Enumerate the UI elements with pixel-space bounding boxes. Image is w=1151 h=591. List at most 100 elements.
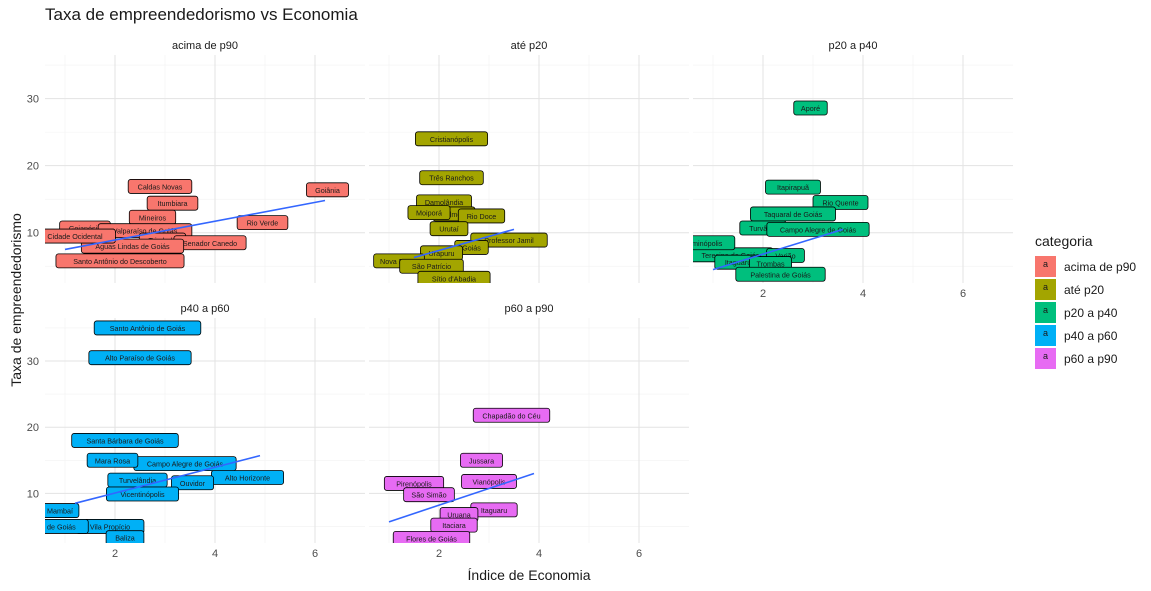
- data-label-box: [765, 179, 821, 195]
- legend-key-swatch: a: [1035, 302, 1056, 323]
- x-tick-label: 6: [312, 548, 318, 560]
- data-label-box: [236, 215, 289, 231]
- legend-key-glyph: a: [1042, 305, 1048, 315]
- legend-label: p40 a p60: [1064, 328, 1118, 343]
- data-label-box: [460, 452, 503, 468]
- legend-item-p60-a-p90: a p60 a p90: [1035, 347, 1136, 370]
- data-label-box: [812, 195, 869, 210]
- data-label-text: Ouvidor: [180, 479, 206, 488]
- data-label-santo-antonio-do-descoberto: Santo Antônio do Descoberto: [55, 253, 185, 269]
- trend-line: [413, 228, 515, 259]
- data-label-box: [45, 228, 116, 244]
- data-label-text: Flores de Goiás: [406, 534, 457, 543]
- data-label-text: Professor Jamil: [484, 236, 534, 245]
- data-label-box: [403, 487, 455, 503]
- data-label-box: [45, 519, 89, 534]
- data-label-text: Três Ranchos: [429, 174, 474, 183]
- data-label-text: Cristianópolis: [430, 135, 474, 144]
- data-label-goiania: Goiânia: [306, 182, 349, 198]
- data-label-text: São Patrício: [412, 262, 451, 271]
- panel-marks: Cristianópolis Três Ranchos Damolândia Palm…: [373, 131, 548, 283]
- data-label-text: Vicentinópolis: [120, 490, 165, 499]
- data-label-mara-rosa: Mara Rosa: [86, 452, 139, 468]
- facet-strip-label: p40 a p60: [181, 303, 230, 315]
- legend-key-glyph: a: [1042, 259, 1048, 269]
- panel-marks: Chapadão do Céu Jussara Pirenópolis Vianópo…: [383, 407, 551, 543]
- data-label-text: Itaguaru: [481, 506, 507, 515]
- x-tick-label: 4: [860, 288, 866, 300]
- data-label-campo-alegre-de-goias: Campo Alegre de Goiás: [133, 456, 237, 471]
- data-label-alto-horizonte: Alto Horizonte: [210, 470, 284, 485]
- data-label-itapirapua: Itapirapuã: [765, 179, 821, 195]
- data-label-box: [392, 530, 471, 543]
- data-label-text: Baliza: [115, 534, 135, 543]
- data-label-box: [71, 433, 179, 448]
- data-label-turvelandia: Turvelândia: [107, 472, 168, 488]
- legend-label: p60 a p90: [1064, 351, 1118, 366]
- x-tick-label: 4: [536, 548, 542, 560]
- data-label-text: Campo Alegre de Goiás: [147, 460, 224, 469]
- data-label-campo-alegre-de-goias: Campo Alegre de Goiás: [766, 221, 870, 237]
- data-label-text: Rio Doce: [467, 212, 497, 221]
- data-label-mineiros: Mineiros: [128, 209, 177, 225]
- x-tick-label: 2: [760, 288, 766, 300]
- legend-label: acima de p90: [1064, 259, 1137, 274]
- data-label-text: Cidade Ocidental: [47, 232, 103, 241]
- data-label-firminopolis: Firminópolis: [693, 235, 736, 251]
- panel-marks: Santo Antônio de Goiás Alto Paraíso de Go…: [24, 320, 284, 543]
- data-label-jussara: Jussara: [460, 452, 503, 468]
- data-label-santo-antonio-de-goias: Santo Antônio de Goiás: [93, 320, 202, 336]
- data-label-text: Santo Antônio de Goiás: [110, 324, 186, 333]
- data-label-moipora: Moiporá: [407, 205, 451, 220]
- data-label-sao-patricio: São Patrício: [399, 258, 464, 274]
- legend-key-swatch: a: [1035, 348, 1056, 369]
- x-tick-label: 6: [636, 548, 642, 560]
- trend-line: [74, 454, 261, 505]
- data-label-text: Jussara: [469, 456, 494, 465]
- data-label-text: Campo Alegre de Goiás: [780, 225, 857, 234]
- legend: categoria a acima de p90 a até p20 a p20 a p4…: [1035, 233, 1136, 370]
- legend-key-glyph: a: [1042, 282, 1048, 292]
- data-label-box: [419, 170, 484, 186]
- legend-item-ate-p20: a até p20: [1035, 278, 1136, 301]
- facet-strip-label: p20 a p40: [829, 40, 878, 52]
- data-label-box: [127, 179, 193, 194]
- data-label-rio-quente: Rio Quente: [812, 195, 869, 210]
- data-label-sitio-d-abadia: Sítio d'Abadia: [417, 270, 491, 283]
- trend-line: [388, 472, 535, 523]
- chart-title: Taxa de empreendedorismo vs Economia: [45, 5, 358, 24]
- data-label-text: Alegre de Goiás: [24, 522, 76, 531]
- data-label-box: [457, 208, 506, 224]
- data-label-box: [88, 350, 192, 366]
- panel-acima-de-p90: acima de p90 10 20 30 Goiânia Caldas Novas Itu…: [27, 40, 365, 283]
- data-label-caldas-novas: Caldas Novas: [127, 179, 193, 194]
- y-tick-label: 20: [27, 161, 39, 173]
- data-label-text: Urutaí: [439, 225, 459, 234]
- legend-item-p20-a-p40: a p20 a p40: [1035, 301, 1136, 324]
- data-label-text: São Simão: [411, 491, 446, 500]
- data-label-text: Águas Lindas de Goiás: [95, 242, 170, 251]
- data-label-text: Santo Antônio do Descoberto: [73, 257, 167, 266]
- data-label-itaciara: Itaciara: [430, 517, 478, 533]
- data-label-text: Goiás: [462, 243, 481, 252]
- data-label-text: Taquaral de Goiás: [764, 210, 823, 219]
- panel-ate-p20: até p20 Cristianópolis Três Ranchos Damolân…: [369, 40, 689, 283]
- legend-key-swatch: a: [1035, 256, 1056, 277]
- data-label-box: [105, 530, 145, 543]
- data-label-senador-canedo: Senador Canedo: [173, 235, 247, 251]
- y-tick-label: 10: [27, 488, 39, 500]
- legend-label: até p20: [1064, 282, 1105, 297]
- data-label-chapadao-do-ceu: Chapadão do Céu: [472, 407, 551, 423]
- panel-marks: Aporé Itapirapuã Rio Quente Taquaral de Goi…: [693, 100, 870, 282]
- data-label-text: Vianópolis: [472, 477, 505, 486]
- data-label-box: [45, 503, 80, 518]
- data-label-text: Mara Rosa: [95, 456, 130, 465]
- legend-items: a acima de p90 a até p20 a p20 a p40 a p40 a p6…: [1035, 255, 1136, 370]
- data-label-text: Rio Verde: [247, 219, 279, 228]
- data-label-box: [693, 235, 736, 251]
- panel-p20-a-p40: p20 a p40 2 4 6 Aporé Itapirapuã Rio Quente Taq…: [693, 40, 1013, 300]
- data-label-text: Vila Propício: [90, 522, 130, 531]
- data-label-cristianopolis: Cristianópolis: [414, 131, 488, 147]
- data-label-text: Palestina de Goiás: [750, 270, 811, 279]
- data-label-santa-barbara-de-goias: Santa Bárbara de Goiás: [71, 433, 179, 448]
